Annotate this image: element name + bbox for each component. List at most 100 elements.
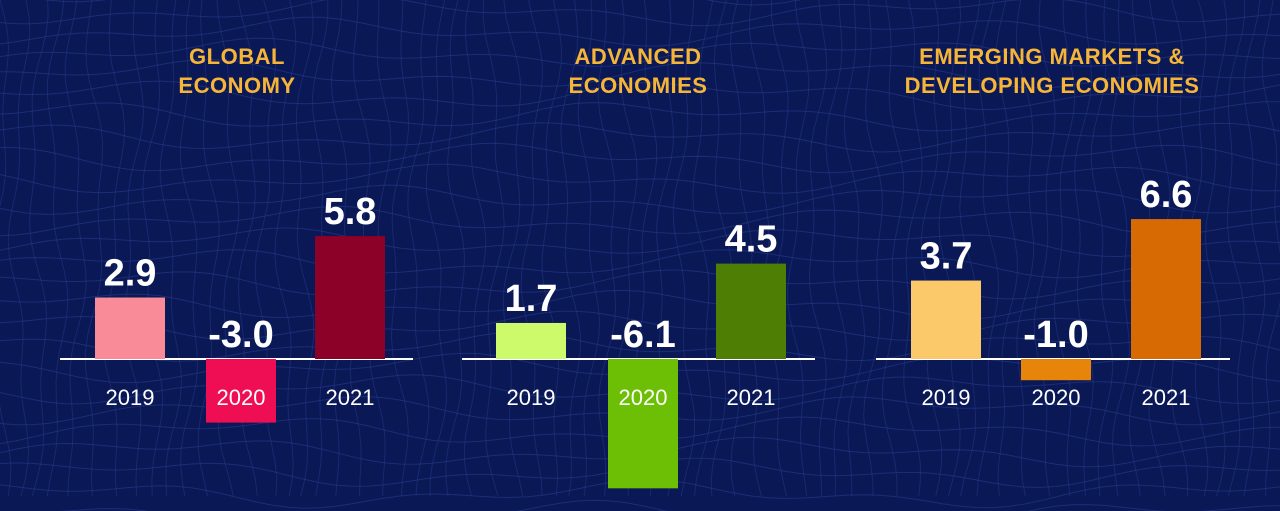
wireframe-row-line (0, 184, 1280, 215)
bar-2019 (911, 280, 981, 359)
wireframe-column-line (159, 0, 183, 497)
wireframe-column-line (843, 0, 866, 496)
wireframe-column-line (274, 0, 297, 497)
wireframe-column-line (295, 0, 315, 497)
wireframe-column-line (1204, 0, 1228, 497)
wireframe-column-line (445, 0, 466, 497)
wireframe-column-line (0, 0, 12, 497)
wireframe-row-line (0, 249, 1280, 279)
wireframe-row-line (0, 122, 1280, 153)
wireframe-row-line (0, 101, 1280, 132)
bar-2020 (206, 359, 276, 423)
wireframe-row-line (0, 205, 1280, 237)
wireframe-column-line (102, 0, 126, 497)
bar-2021 (1131, 219, 1201, 359)
wireframe-column-line (597, 0, 617, 497)
value-label: -6.1 (610, 314, 675, 356)
wireframe-column-line (463, 0, 487, 497)
wireframe-row-line (0, 289, 1280, 321)
wireframe-row-line (0, 16, 1280, 47)
bar-2021 (716, 263, 786, 359)
bar-2020 (608, 359, 678, 489)
wireframe-column-line (541, 0, 563, 497)
wireframe-column-line (425, 0, 448, 497)
bar-2019 (496, 322, 566, 359)
wireframe-column-line (64, 0, 87, 497)
wireframe-column-line (179, 0, 199, 497)
wireframe-column-line (959, 0, 981, 497)
value-label: 1.7 (505, 278, 558, 320)
wireframe-column-line (1074, 0, 1094, 497)
chart-panel-2: 3.7 2019 -1.0 2020 6.6 2021 (876, 174, 1230, 410)
category-label-2020: 2020 (1032, 385, 1081, 410)
wireframe-column-line (142, 0, 164, 497)
wireframe-column-line (1033, 0, 1056, 497)
wireframe-column-line (1226, 0, 1246, 497)
wireframe-column-line (787, 0, 810, 497)
wireframe-row-line (0, 142, 1280, 174)
category-label-2021: 2021 (326, 385, 375, 410)
wireframe-column-line (560, 0, 582, 497)
wireframe-column-line (995, 0, 1019, 497)
wireframe-row-line (0, 37, 1280, 67)
value-label: 6.6 (1140, 174, 1193, 216)
wireframe-column-line (1015, 0, 1035, 497)
value-label: 5.8 (324, 191, 377, 233)
wireframe-column-line (863, 0, 883, 497)
bar-2019 (95, 297, 165, 359)
wireframe-column-line (7, 0, 31, 497)
wireframe-column-line (520, 0, 543, 497)
wireframe-row-line (0, 310, 1280, 341)
chart-panel-1: 1.7 2019 -6.1 2020 4.5 2021 (462, 219, 815, 489)
wireframe-column-line (692, 0, 714, 497)
wireframe-row-line (0, 163, 1280, 194)
chart-panel-0: 2.9 2019 -3.0 2020 5.8 2021 (60, 191, 413, 423)
wireframe-column-line (881, 0, 905, 496)
wireframe-column-line (976, 0, 1000, 497)
wireframe-column-line (767, 0, 789, 497)
wireframe-column-line (825, 0, 848, 497)
wireframe-column-line (903, 0, 923, 497)
wireframe-row-line (0, 58, 1280, 89)
category-label-2019: 2019 (922, 385, 971, 410)
panel-title-emerging-developing-economies: EMERGING MARKETS & DEVELOPING ECONOMIES (904, 44, 1200, 98)
wireframe-column-line (808, 0, 828, 497)
wireframe-column-line (390, 0, 410, 497)
value-label: -3.0 (208, 314, 273, 356)
bar-2021 (315, 236, 385, 359)
wireframe-column-line (749, 0, 770, 497)
wireframe-row-line (0, 227, 1280, 258)
wireframe-row-line (0, 269, 1280, 300)
wireframe-column-line (123, 0, 145, 497)
wireframe-column-line (920, 0, 943, 497)
wireframe-column-line (577, 0, 601, 497)
panel-title-global-economy: GLOBAL ECONOMY (178, 44, 296, 98)
wireframe-column-line (1090, 0, 1114, 497)
wireframe-column-line (1053, 0, 1076, 497)
category-label-2021: 2021 (1142, 385, 1191, 410)
wireframe-row-line (0, 80, 1280, 111)
value-label: 3.7 (920, 236, 973, 278)
category-label-2019: 2019 (106, 385, 155, 410)
category-label-2020: 2020 (619, 385, 668, 410)
wireframe-column-line (1110, 0, 1130, 497)
value-label: 4.5 (725, 219, 778, 261)
panel-title-advanced-economies: ADVANCED ECONOMIES (568, 44, 708, 98)
wireframe-column-line (938, 0, 962, 497)
wireframe-column-line (197, 0, 220, 497)
value-label: 2.9 (104, 253, 157, 295)
wireframe-row-line (61, 499, 1280, 511)
wireframe-column-line (84, 0, 104, 497)
value-label: -1.0 (1023, 314, 1088, 356)
wireframe-row-line (0, 0, 1280, 27)
wireframe-column-line (1243, 0, 1266, 497)
wireframe-column-line (29, 0, 49, 497)
wireframe-column-line (672, 0, 695, 497)
wireframe-column-line (502, 0, 524, 497)
wireframe-column-line (46, 0, 69, 497)
wireframe-column-line (729, 0, 753, 497)
wireframe-column-line (407, 0, 430, 497)
category-label-2021: 2021 (727, 385, 776, 410)
wireframe-column-line (482, 0, 505, 497)
